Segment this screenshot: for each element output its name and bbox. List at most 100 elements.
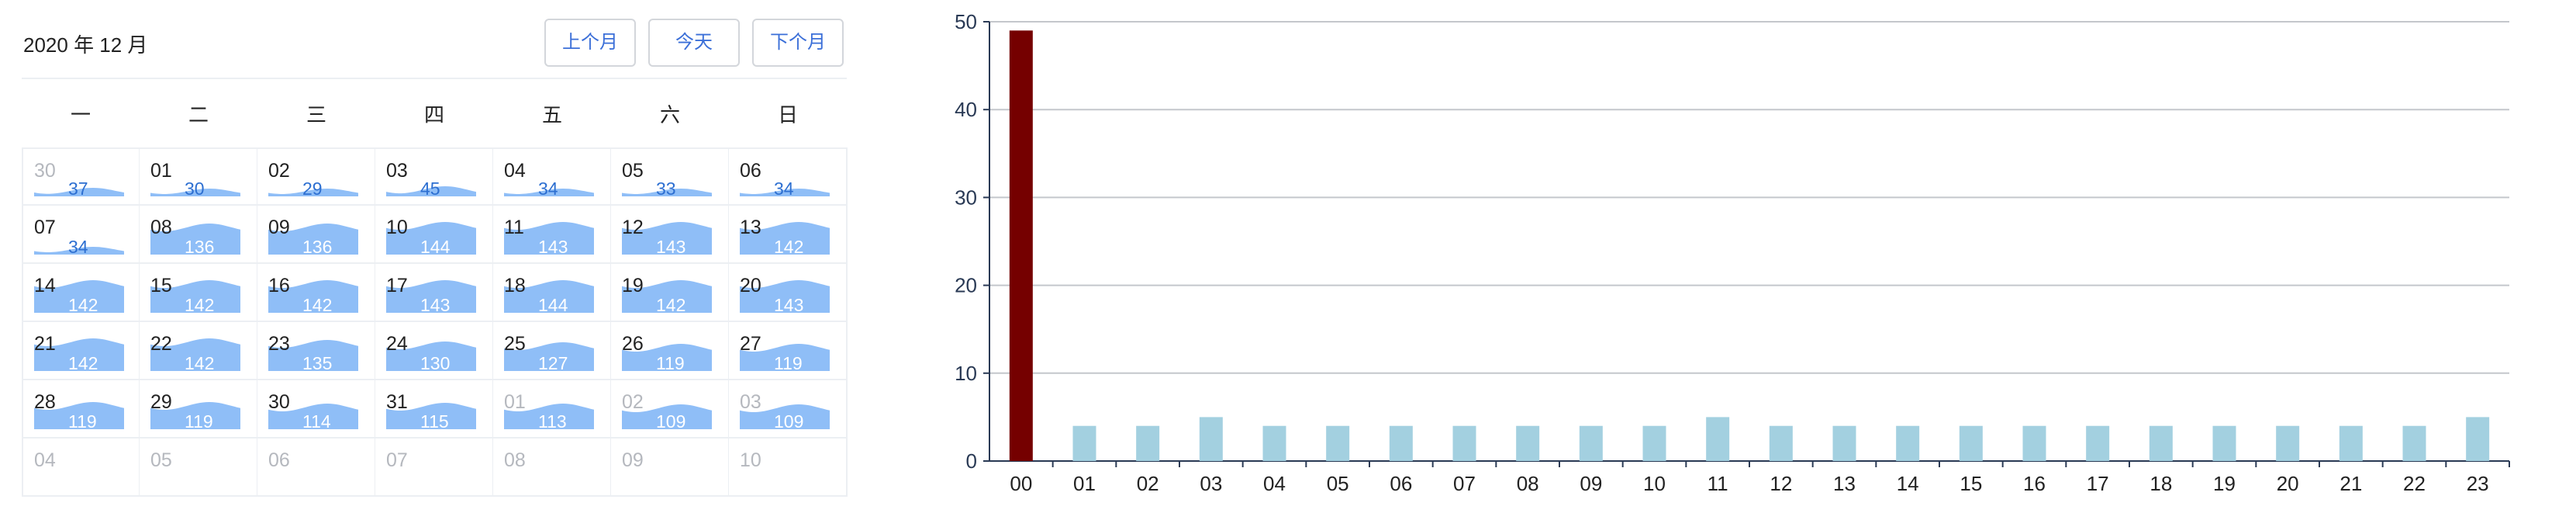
day-value: 142 (656, 295, 686, 315)
day-number: 27 (740, 333, 761, 355)
calendar-day-cell[interactable]: 29 02 (257, 147, 376, 206)
day-value: 144 (538, 295, 568, 315)
calendar-day-cell[interactable]: 142 22 (140, 322, 258, 380)
day-value: 127 (538, 353, 568, 373)
day-value: 30 (185, 179, 205, 199)
y-tick-label: 20 (955, 274, 977, 297)
x-tick-label: 08 (1517, 472, 1539, 495)
bar-02 (1136, 425, 1160, 461)
day-value: 143 (774, 295, 804, 315)
calendar-day-cell[interactable]: 127 25 (493, 322, 612, 380)
water-level-wave (622, 344, 712, 371)
bar-22 (2402, 425, 2426, 461)
calendar-day-cell[interactable]: 119 26 (611, 322, 730, 380)
calendar-day-cell[interactable]: 114 30 (257, 380, 376, 439)
day-value: 143 (656, 237, 686, 257)
calendar-day-cell[interactable]: 144 18 (493, 264, 612, 322)
calendar-day-cell[interactable]: 34 06 (729, 147, 848, 206)
day-number: 31 (386, 391, 408, 413)
calendar-day-cell[interactable]: 08 (493, 439, 612, 497)
day-number: 18 (504, 275, 526, 296)
calendar-day-cell[interactable]: 119 27 (729, 322, 848, 380)
calendar-day-cell[interactable]: 113 01 (493, 380, 612, 439)
calendar-day-cell[interactable]: 119 29 (140, 380, 258, 439)
day-number: 17 (386, 275, 408, 296)
calendar-day-cell[interactable]: 10 (729, 439, 848, 497)
day-number: 06 (268, 449, 290, 471)
calendar-day-cell[interactable]: 05 (140, 439, 258, 497)
calendar-day-cell[interactable]: 144 10 (375, 206, 494, 264)
calendar-day-cell[interactable]: 142 21 (22, 322, 140, 380)
weekday-header-row: 一二三四五六日 (22, 87, 847, 143)
calendar-day-cell[interactable]: 34 04 (493, 147, 612, 206)
calendar-day-cell[interactable]: 142 14 (22, 264, 140, 322)
calendar-day-cell[interactable]: 143 12 (611, 206, 730, 264)
bar-13 (1832, 425, 1856, 461)
day-number: 21 (34, 333, 56, 355)
calendar-day-cell[interactable]: 142 15 (140, 264, 258, 322)
calendar-day-cell[interactable]: 143 17 (375, 264, 494, 322)
calendar-day-cell[interactable]: 109 02 (611, 380, 730, 439)
bar-16 (2022, 425, 2046, 461)
calendar-day-cell[interactable]: 130 24 (375, 322, 494, 380)
bar-17 (2086, 425, 2110, 461)
prev-month-button[interactable]: 上个月 (544, 19, 636, 67)
calendar-day-cell[interactable]: 142 19 (611, 264, 730, 322)
calendar-day-cell[interactable]: 115 31 (375, 380, 494, 439)
day-number: 01 (504, 391, 526, 413)
water-level-wave (150, 224, 240, 255)
calendar-day-cell[interactable]: 09 (611, 439, 730, 497)
day-number: 23 (268, 333, 290, 355)
day-number: 14 (34, 275, 56, 296)
calendar-day-cell[interactable]: 33 05 (611, 147, 730, 206)
calendar-day-cell[interactable]: 30 01 (140, 147, 258, 206)
water-level-wave (504, 189, 594, 196)
day-number: 07 (34, 217, 56, 238)
day-number: 10 (740, 449, 761, 471)
calendar-day-cell[interactable]: 143 20 (729, 264, 848, 322)
calendar-day-cell[interactable]: 136 08 (140, 206, 258, 264)
day-number: 05 (622, 160, 644, 182)
day-value: 142 (68, 295, 98, 315)
weekday-label: 日 (777, 103, 798, 127)
calendar-day-cell[interactable]: 142 16 (257, 264, 376, 322)
x-tick-label: 22 (2403, 472, 2426, 495)
day-number: 15 (150, 275, 172, 296)
bar-04 (1262, 425, 1286, 461)
bar-19 (2212, 425, 2236, 461)
calendar-day-cell[interactable]: 119 28 (22, 380, 140, 439)
day-value: 109 (774, 411, 804, 432)
day-number: 03 (386, 160, 408, 182)
day-number: 10 (386, 217, 408, 238)
calendar-day-cell[interactable]: 37 30 (22, 147, 140, 206)
x-tick-label: 21 (2339, 472, 2362, 495)
calendar-day-cell[interactable]: 06 (257, 439, 376, 497)
today-button[interactable]: 今天 (648, 19, 740, 67)
day-number: 13 (740, 217, 761, 238)
x-tick-label: 07 (1453, 472, 1476, 495)
water-level-wave (268, 280, 358, 313)
day-number: 24 (386, 333, 408, 355)
calendar-day-cell[interactable]: 136 09 (257, 206, 376, 264)
water-level-wave (740, 189, 830, 196)
day-value: 115 (420, 411, 449, 432)
weekday-label: 四 (423, 103, 444, 127)
next-month-button[interactable]: 下个月 (752, 19, 844, 67)
day-value: 130 (420, 353, 451, 373)
day-number: 03 (740, 391, 761, 413)
bar-09 (1579, 425, 1603, 461)
water-level-wave (386, 403, 476, 429)
x-tick-label: 06 (1390, 472, 1412, 495)
calendar-day-cell[interactable]: 142 13 (729, 206, 848, 264)
x-tick-label: 10 (1643, 472, 1666, 495)
day-number: 22 (150, 333, 172, 355)
day-number: 02 (268, 160, 290, 182)
calendar-day-cell[interactable]: 07 (375, 439, 494, 497)
water-level-wave (740, 222, 830, 255)
calendar-day-cell[interactable]: 34 07 (22, 206, 140, 264)
calendar-day-cell[interactable]: 45 03 (375, 147, 494, 206)
calendar-day-cell[interactable]: 109 03 (729, 380, 848, 439)
calendar-day-cell[interactable]: 135 23 (257, 322, 376, 380)
calendar-day-cell[interactable]: 04 (22, 439, 140, 497)
calendar-day-cell[interactable]: 143 11 (493, 206, 612, 264)
